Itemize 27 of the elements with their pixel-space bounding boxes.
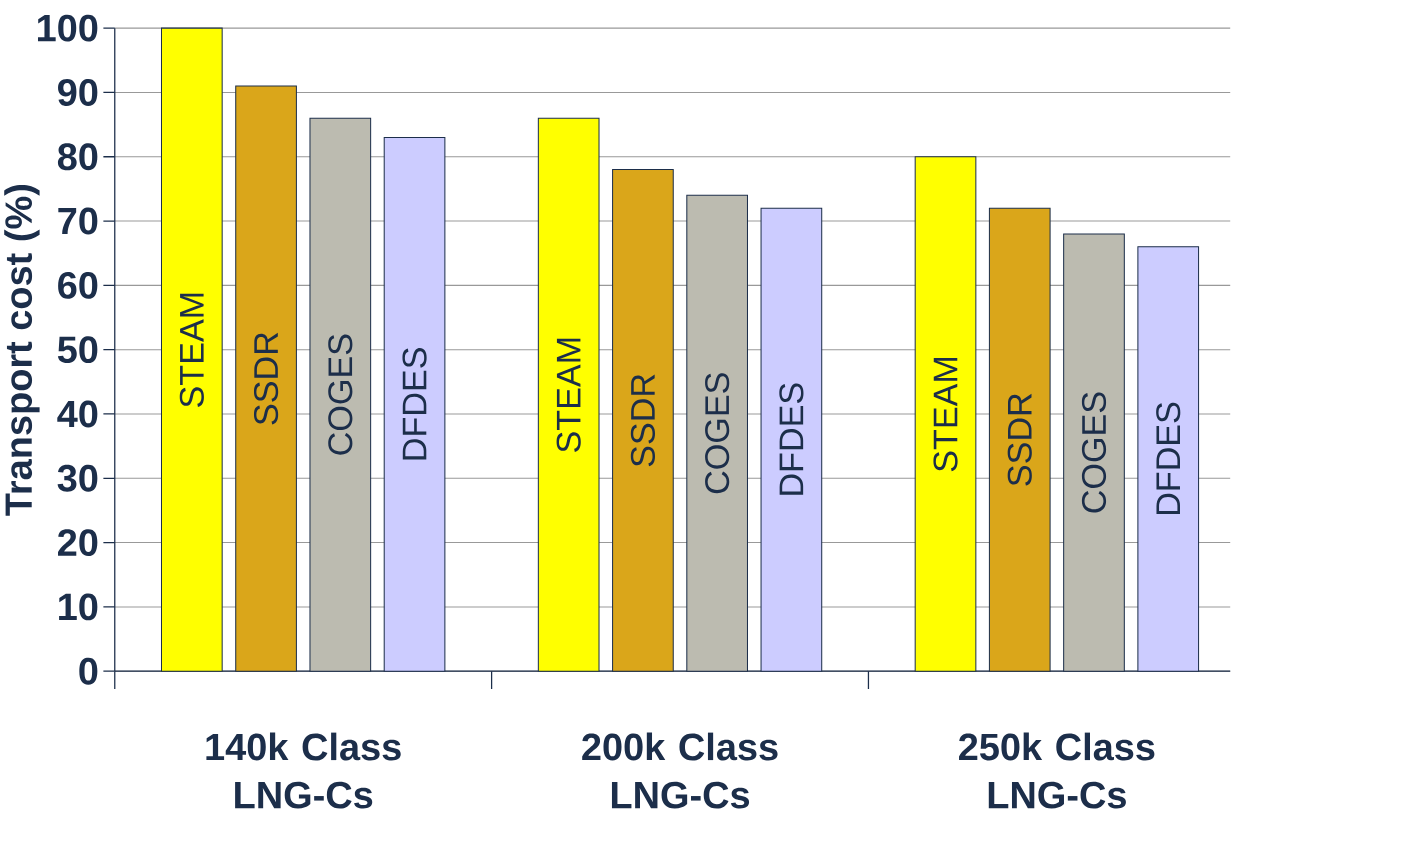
- series-label: STEAM: [933, 357, 958, 472]
- text: SSDR: [630, 374, 655, 467]
- text: COGES: [705, 373, 730, 494]
- text: STEAM: [179, 293, 204, 407]
- series-label: SSDR: [253, 332, 279, 425]
- series-label: COGES: [328, 334, 353, 455]
- x-tick-label: 250k Class LNG-Cs: [959, 732, 1155, 809]
- y-tick-label: 100: [37, 14, 98, 42]
- y-tick-label: 40: [57, 400, 98, 428]
- y-axis-title: Transport cost (%): [4, 185, 40, 516]
- y-tick-label: 0: [79, 657, 98, 685]
- text: DFDES: [779, 383, 804, 495]
- text: COGES: [1081, 392, 1107, 513]
- series-label: DFDES: [402, 348, 427, 460]
- y-tick-label: 80: [57, 143, 98, 171]
- text: SSDR: [1007, 393, 1032, 486]
- text: STEAM: [556, 338, 581, 452]
- y-tick-label: 30: [57, 464, 98, 492]
- text: DFDES: [1156, 402, 1181, 515]
- x-tick-label: 200k Class LNG-Cs: [582, 732, 778, 809]
- y-tick-label: 70: [58, 207, 98, 235]
- y-tick-label: 20: [58, 529, 98, 557]
- y-tick-label: 90: [58, 79, 98, 106]
- y-tick-label: 50: [57, 336, 98, 364]
- y-tick-label: 10: [59, 593, 98, 621]
- x-tick-label: 140k Class LNG-Cs: [206, 732, 401, 809]
- y-tick-label: 60: [58, 271, 98, 299]
